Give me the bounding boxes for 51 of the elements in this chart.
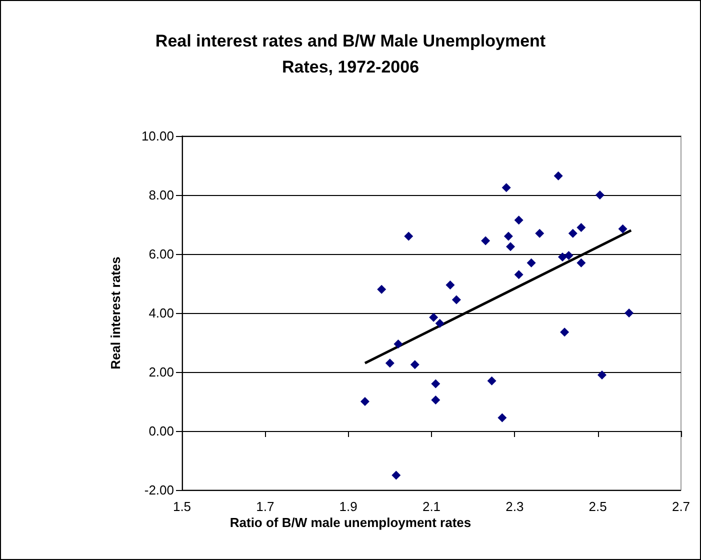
x-tick-label: 1.7	[256, 499, 274, 514]
point	[558, 252, 567, 262]
point	[377, 284, 386, 294]
point	[576, 222, 586, 232]
point	[504, 232, 513, 241]
point	[360, 397, 370, 406]
point	[410, 360, 420, 370]
chart-title: Real interest rates and B/W Male Unemployment Rates, 1972-2006	[155, 32, 546, 76]
point	[446, 280, 455, 290]
point	[514, 216, 524, 225]
x-tick-label: 1.5	[172, 499, 192, 514]
y-tick-label: 0.00	[148, 424, 174, 438]
point	[431, 379, 440, 388]
point	[502, 183, 511, 192]
point	[576, 258, 586, 268]
x-tick-label: 2.1	[422, 499, 441, 514]
point	[595, 190, 604, 200]
x-axis-title: Ratio of B/W male unemployment rates	[230, 515, 472, 530]
point	[568, 228, 578, 238]
point	[394, 339, 403, 348]
point	[506, 242, 516, 252]
point	[404, 232, 414, 241]
x-tick-label: 2.3	[506, 499, 524, 514]
y-tick-label: -2.00	[144, 482, 174, 498]
y-tick-label: 4.00	[148, 306, 174, 320]
point	[597, 370, 606, 380]
x-tick-label: 2.7	[672, 499, 690, 514]
point	[554, 171, 563, 180]
x-tick-label: 1.9	[339, 499, 358, 514]
point	[435, 318, 444, 328]
point	[624, 308, 634, 318]
y-tick-label: 8.00	[148, 188, 174, 202]
y-tick-label: 6.00	[148, 246, 174, 262]
x-tick-label: 2.5	[588, 499, 607, 514]
y-tick-label: 2.00	[148, 364, 174, 380]
point	[564, 250, 574, 260]
point	[498, 413, 507, 422]
point	[535, 228, 544, 238]
point	[618, 224, 628, 234]
point	[481, 236, 490, 246]
point	[452, 295, 461, 304]
point	[487, 376, 496, 386]
point	[431, 396, 440, 405]
point	[526, 258, 536, 268]
y-axis-title: Real interest rates	[108, 256, 123, 370]
point	[560, 328, 570, 337]
point	[429, 312, 438, 322]
point	[514, 270, 524, 280]
y-tick-label: 10.00	[141, 128, 174, 144]
point	[385, 358, 394, 368]
point	[392, 470, 401, 480]
